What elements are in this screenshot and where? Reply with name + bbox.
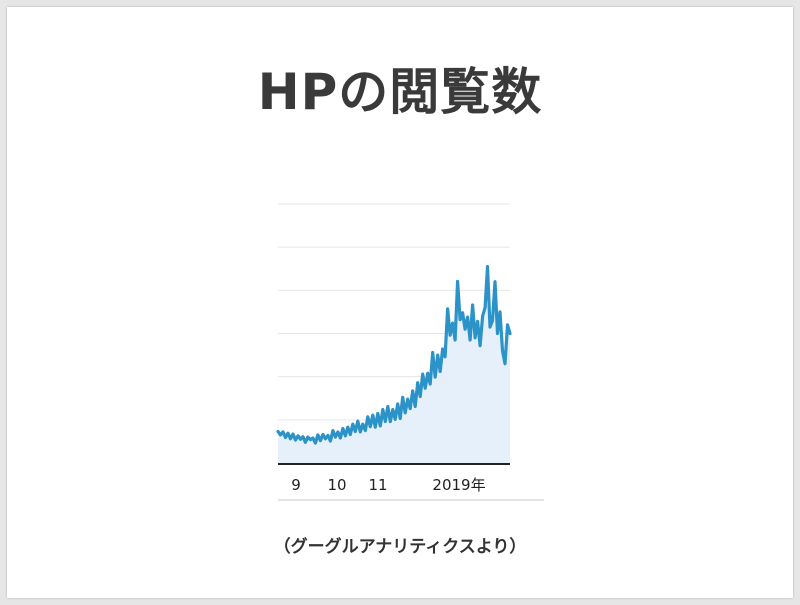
x-tick-label-3: 11 bbox=[368, 476, 387, 494]
x-tick-label-1: 9 bbox=[291, 476, 301, 494]
series-line bbox=[276, 265, 512, 445]
x-tick-labels: 9 10 11 2019年 bbox=[291, 476, 485, 494]
x-tick-label-4: 2019年 bbox=[432, 476, 485, 494]
series-area-fill bbox=[278, 266, 510, 463]
source-note: （グーグルアナリティクスより） bbox=[273, 537, 527, 557]
page-title: HPの閲覧数 bbox=[257, 63, 543, 121]
x-tick-label-2: 10 bbox=[327, 476, 346, 494]
